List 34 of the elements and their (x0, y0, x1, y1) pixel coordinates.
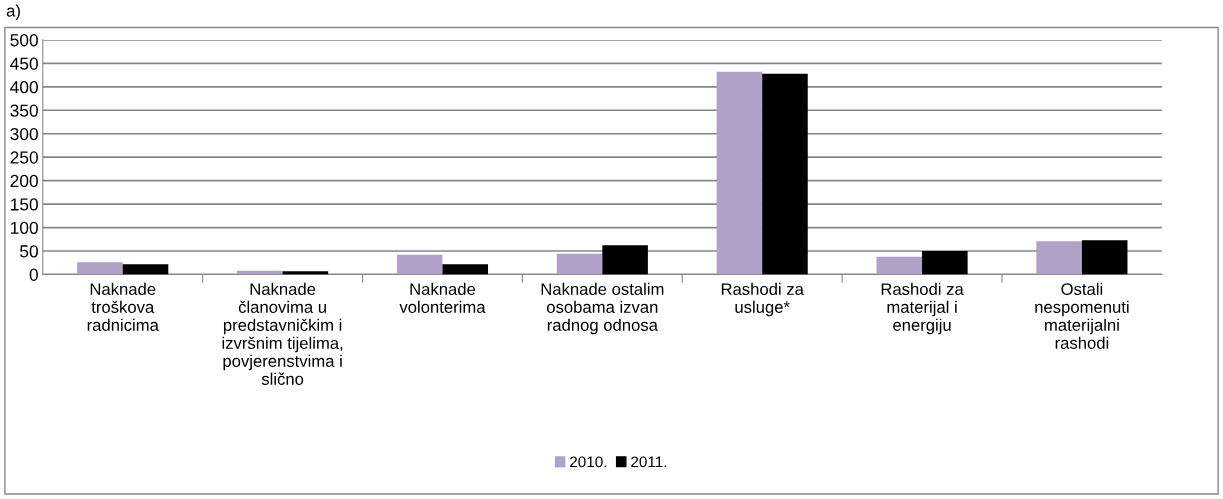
bar (762, 73, 808, 275)
bar (876, 256, 923, 275)
bar (1036, 241, 1082, 275)
y-tick-label: 350 (10, 104, 38, 117)
bar (1081, 240, 1128, 275)
y-tick-label: 250 (10, 151, 38, 164)
bar (122, 264, 169, 275)
x-tick-label: Naknade volonterima (399, 282, 486, 313)
y-tick-label: 400 (10, 80, 38, 94)
legend-label: 2011. (631, 456, 667, 468)
x-tick-label: Naknade članovima u predstavničkim i izvršnim tijelima, povjerenstvima i slično (222, 282, 343, 385)
bar (556, 253, 603, 275)
x-tick-label: Ostali nespomenuti materijalni rashodi (1035, 282, 1129, 349)
text: a) (6, 4, 20, 20)
x-tick-label: Naknade troškova radnicima (87, 282, 159, 331)
bar (282, 271, 329, 275)
legend-label: 2010. (570, 456, 607, 468)
bar (396, 254, 443, 275)
y-tick-label: 300 (10, 127, 38, 141)
bar (442, 264, 489, 275)
y-tick-label: 0 (29, 268, 38, 281)
y-tick-label: 500 (10, 34, 38, 47)
x-tick-label: Naknade ostalim osobama izvan radnog odnosa (541, 282, 664, 335)
y-tick-label: 450 (10, 57, 38, 70)
bar (77, 262, 123, 275)
x-tick-label: Rashodi za materijal i energiju (881, 282, 964, 335)
bar (716, 71, 763, 275)
y-tick-label: 200 (10, 174, 38, 188)
y-tick-label: 150 (11, 198, 38, 211)
y-tick-label: 100 (11, 221, 38, 235)
x-tick-label: Rashodi za usluge* (721, 282, 804, 317)
bar (602, 245, 648, 275)
bar (922, 251, 968, 275)
y-tick-label: 50 (20, 245, 38, 258)
